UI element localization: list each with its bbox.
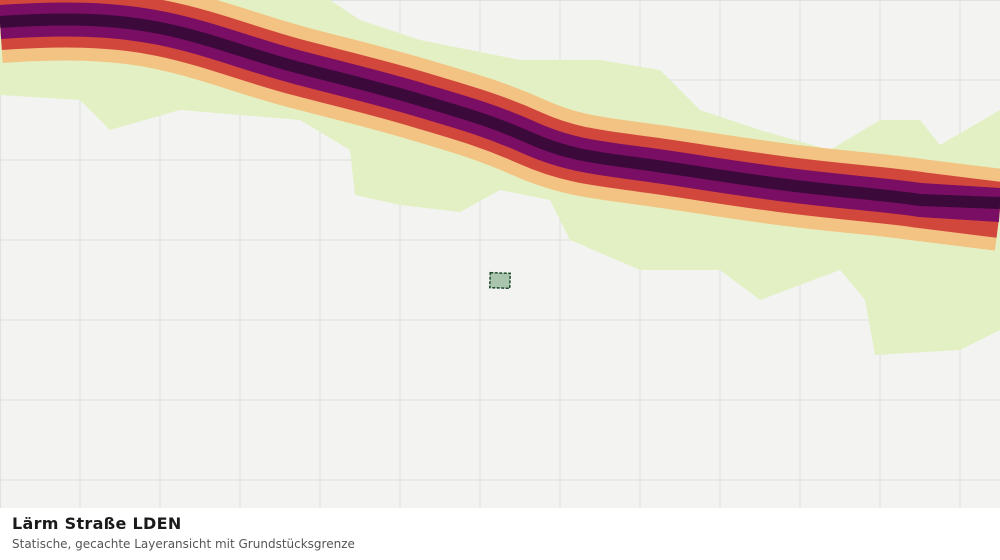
parcel-boundary — [488, 271, 512, 290]
map-subtitle: Statische, gecachte Layeransicht mit Gru… — [12, 537, 355, 551]
noise-band-70 — [0, 13, 1000, 209]
caption: Lärm Straße LDEN Statische, gecachte Lay… — [0, 508, 1000, 560]
noise-zone-low-right — [865, 230, 1000, 355]
map-title: Lärm Straße LDEN — [12, 514, 182, 533]
map — [0, 0, 1000, 508]
noise-zones — [0, 0, 1000, 355]
